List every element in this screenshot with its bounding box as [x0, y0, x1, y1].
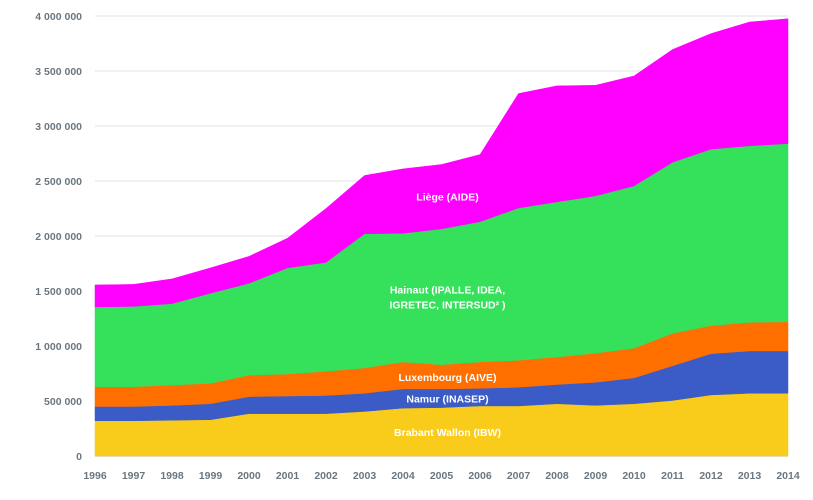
x-tick-label: 2008: [545, 470, 569, 482]
x-tick-label: 2009: [584, 470, 608, 482]
x-tick-label: 1997: [122, 470, 146, 482]
x-tick-label: 2013: [738, 470, 762, 482]
x-tick-label: 2014: [776, 470, 800, 482]
x-tick-label: 2010: [622, 470, 646, 482]
x-tick-label: 2007: [507, 470, 531, 482]
y-tick-label: 0: [76, 451, 82, 463]
series-label: Hainaut (IPALLE, IDEA, IGRETEC, INTERSUD²…: [389, 284, 505, 311]
x-tick-label: 1999: [199, 470, 223, 482]
x-axis-ticks: 1996 1997 1998 1999 2000 2001 2002 2003 2004 2005…: [83, 470, 800, 482]
y-tick-label: 3 500 000: [35, 66, 82, 78]
y-tick-label: 1 500 000: [35, 286, 82, 298]
series-label: Liège (AIDE): [416, 192, 478, 204]
y-tick-label: 1 000 000: [35, 341, 82, 353]
series-label: Brabant Wallon (IBW): [394, 427, 501, 439]
x-tick-label: 2003: [353, 470, 377, 482]
x-tick-label: 2011: [661, 470, 684, 482]
x-tick-label: 2001: [276, 470, 300, 482]
series-areas: [94, 18, 789, 457]
series-label: Luxembourg (AIVE): [398, 372, 496, 384]
x-tick-label: 2002: [314, 470, 338, 482]
x-tick-label: 2000: [237, 470, 261, 482]
y-tick-label: 3 000 000: [35, 121, 82, 133]
x-tick-label: 1996: [83, 470, 107, 482]
x-tick-label: 2004: [391, 470, 415, 482]
series-label: Namur (INASEP): [406, 393, 488, 405]
series-labels: Brabant Wallon (IBW) Namur (INASEP) Luxemb…: [389, 192, 505, 439]
x-tick-label: 1998: [160, 470, 184, 482]
y-tick-label: 2 500 000: [35, 176, 82, 188]
y-tick-label: 2 000 000: [35, 231, 82, 243]
y-tick-label: 500 000: [44, 396, 82, 408]
x-tick-label: 2006: [468, 470, 492, 482]
x-tick-label: 2012: [699, 470, 723, 482]
area-series-4: [94, 18, 789, 308]
x-tick-label: 2005: [430, 470, 454, 482]
y-tick-label: 4 000 000: [35, 11, 82, 23]
y-axis-ticks: 0 500 000 1 000 000 1 500 000 2 000 000 2 500…: [35, 11, 82, 463]
